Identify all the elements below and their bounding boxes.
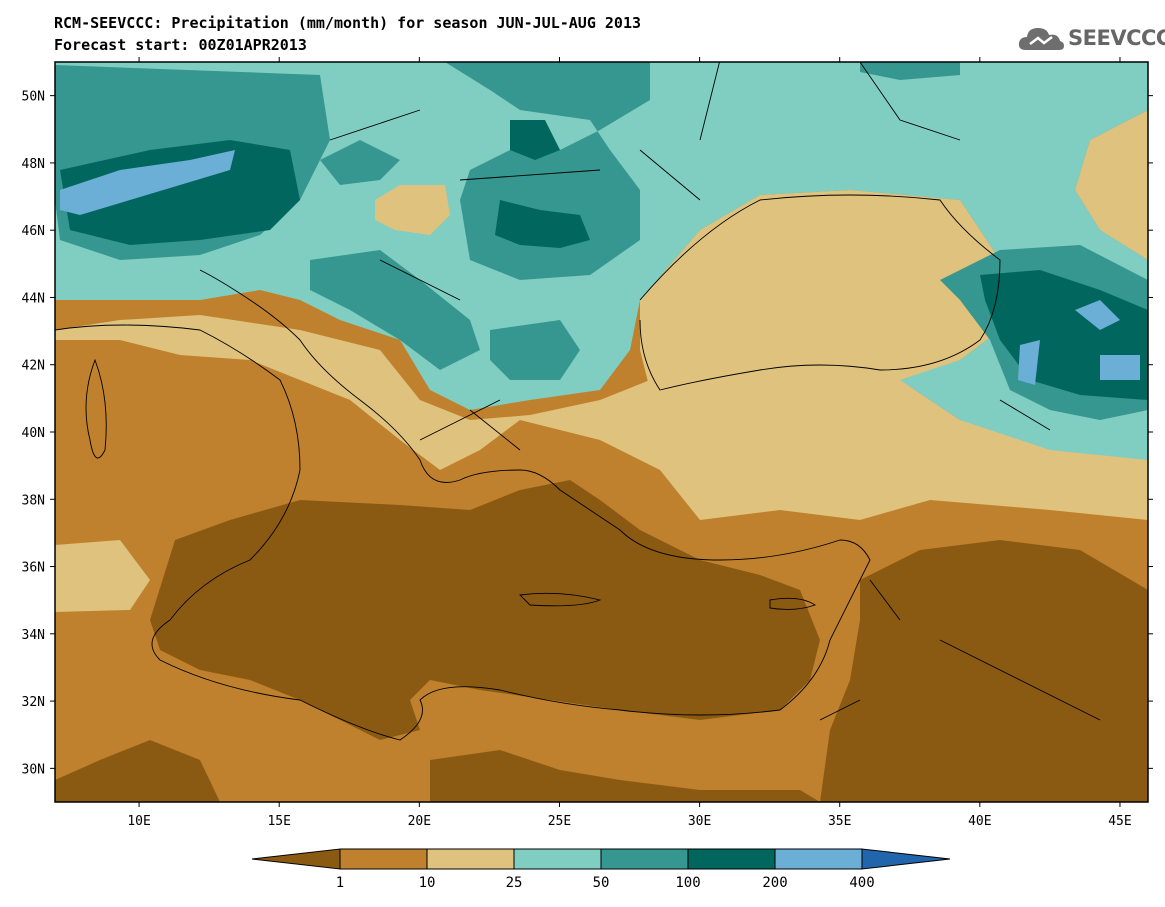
lat-tick-label: 38N — [22, 493, 45, 508]
lon-tick-label: 40E — [968, 814, 991, 829]
legend-label: 200 — [762, 875, 787, 891]
legend-arrow-high — [861, 848, 951, 870]
legend-swatch — [426, 848, 515, 870]
precip-field — [55, 62, 1148, 802]
lat-tick-label: 34N — [22, 628, 45, 643]
lon-tick-label: 25E — [548, 814, 571, 829]
lon-tick-label: 35E — [828, 814, 851, 829]
legend-label: 10 — [419, 875, 436, 891]
map-title: RCM-SEEVCCC: Precipitation (mm/month) fo… — [54, 14, 641, 32]
legend-label: 50 — [593, 875, 610, 891]
lat-tick-label: 48N — [22, 157, 45, 172]
lat-tick-label: 30N — [22, 762, 45, 777]
lat-tick-label: 40N — [22, 426, 45, 441]
logo-text: SEEVCCC — [1068, 26, 1165, 50]
legend-swatch — [600, 848, 689, 870]
legend-swatch — [513, 848, 602, 870]
legend-label: 400 — [849, 875, 874, 891]
longitude-axis: 10E 15E 20E 25E 30E 35E 40E 45E — [127, 57, 1132, 829]
lon-tick-label: 15E — [267, 814, 290, 829]
legend-label: 1 — [336, 875, 344, 891]
legend-label: 100 — [675, 875, 700, 891]
lat-tick-label: 50N — [22, 90, 45, 105]
lat-tick-label: 44N — [22, 291, 45, 306]
legend-arrow-low — [251, 848, 341, 870]
legend-label: 25 — [506, 875, 523, 891]
lat-tick-label: 32N — [22, 695, 45, 710]
cloud-icon — [1018, 28, 1064, 50]
lat-tick-label: 36N — [22, 561, 45, 576]
legend-swatch — [687, 848, 776, 870]
legend-swatch — [339, 848, 428, 870]
lat-tick-label: 46N — [22, 224, 45, 239]
lon-tick-label: 30E — [688, 814, 711, 829]
lat-tick-label: 42N — [22, 359, 45, 374]
lon-tick-label: 10E — [127, 814, 150, 829]
lon-tick-label: 20E — [408, 814, 431, 829]
lon-tick-label: 45E — [1108, 814, 1131, 829]
color-legend: 1 10 25 50 100 200 400 — [251, 848, 951, 891]
latitude-axis: 30N 32N 34N 36N 38N 40N 42N 44N 46N 48N 50N — [22, 90, 1153, 777]
seevccc-logo: SEEVCCC — [1016, 20, 1165, 56]
legend-swatch — [774, 848, 863, 870]
forecast-start: Forecast start: 00Z01APR2013 — [54, 36, 307, 54]
